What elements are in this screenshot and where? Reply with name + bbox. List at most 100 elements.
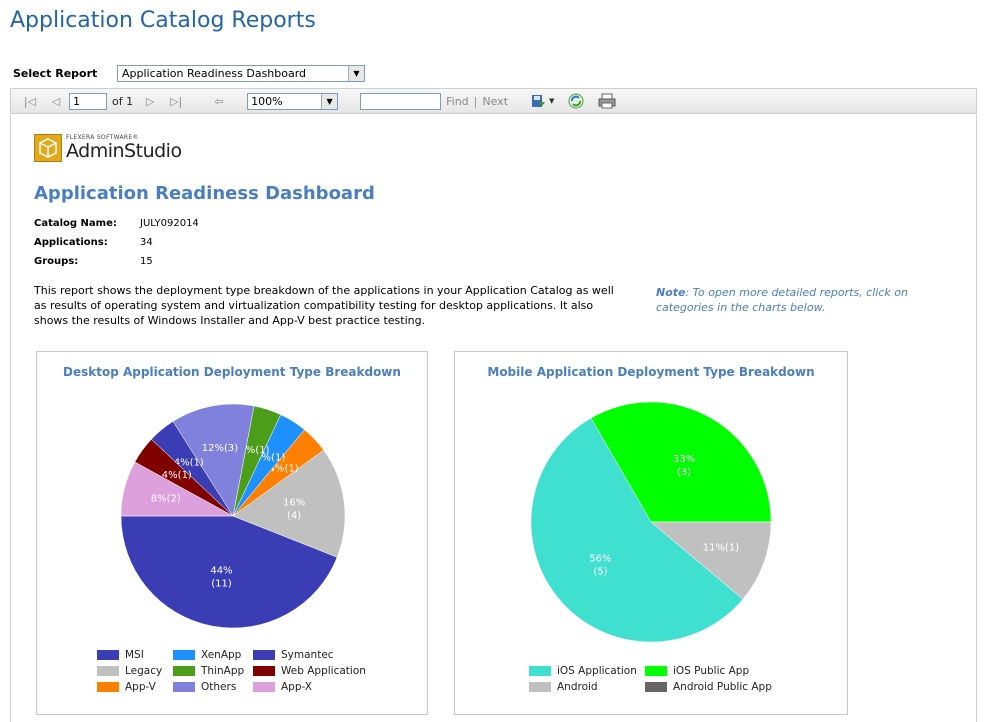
adminstudio-logo: FLEXERA SOFTWARE® AdminStudio [34,134,182,162]
select-report-dropdown[interactable]: Application Readiness Dashboard ▼ [117,64,365,82]
legend-swatch [529,682,551,692]
page-number-input[interactable]: 1 [69,92,107,110]
mobile-deployment-chart: Mobile Application Deployment Type Break… [454,351,848,715]
legend-swatch [173,682,195,692]
info-row: Catalog Name: JULY092014 [34,218,199,237]
pie-data-label: 4%(1) [162,470,192,481]
pie-slice-app-x[interactable] [120,461,234,517]
find-link[interactable]: Find [446,94,469,108]
legend-label: XenApp [201,649,242,661]
find-separator: | [473,94,478,108]
legend-swatch [97,666,119,676]
info-key: Groups: [34,256,79,267]
chart-title: Mobile Application Deployment Type Break… [487,365,815,379]
page-title: Application Catalog Reports [10,8,316,33]
mobile-pie: 33% (3) 56% (5) 11%(1) [530,401,772,643]
info-row: Groups: 15 [34,256,199,275]
legend-item[interactable]: ThinApp [173,665,244,677]
legend-swatch [253,650,275,660]
next-page-icon[interactable]: ▷ [145,94,155,108]
pie-data-label: 16% [283,497,305,508]
next-link[interactable]: Next [482,94,509,108]
export-icon[interactable] [530,93,546,109]
select-report-row: Select Report Application Readiness Dash… [13,64,365,82]
pie-data-label: 4%(1) [174,457,204,468]
legend-item[interactable]: iOS Public App [645,665,749,677]
back-icon[interactable]: ⇦ [214,94,224,108]
chevron-down-icon[interactable]: ▼ [321,93,338,109]
pie-data-count: (3) [677,467,691,478]
legend-swatch [253,682,275,692]
legend-swatch [97,650,119,660]
legend-label: iOS Application [557,665,637,677]
legend-item[interactable]: Android Public App [645,681,772,693]
legend-label: Web Application [281,665,366,677]
legend-swatch [253,666,275,676]
first-page-icon[interactable]: |◁ [23,94,37,108]
pie-slice-ios-public-app[interactable] [590,401,772,523]
legend-item[interactable]: Symantec [253,649,334,661]
pie-data-label: 44% [210,566,232,577]
pie-data-label: 12%(3) [202,443,238,454]
pie-data-label: 8%(2) [151,494,181,505]
legend-label: App-V [125,681,156,693]
desktop-pie: 44%(11)16%(4)4%(1)4%(1)4%(1)12%(3)4%(1)4… [120,403,346,629]
pie-data-label: 33% [673,454,695,465]
info-row: Applications: 34 [34,237,199,256]
pie-slice-legacy[interactable] [232,449,346,558]
note-label: Note [656,286,686,299]
pie-data-count: (11) [211,579,232,590]
legend-item[interactable]: Android [529,681,598,693]
logo-company: FLEXERA SOFTWARE® [66,134,139,141]
legend-item[interactable]: App-X [253,681,312,693]
legend-item[interactable]: Others [173,681,236,693]
legend-swatch [645,682,667,692]
refresh-icon[interactable] [568,93,584,109]
chevron-down-icon[interactable]: ▼ [348,65,364,81]
legend-label: Symantec [281,649,334,661]
legend-item[interactable]: iOS Application [529,665,637,677]
report-note: Note: To open more detailed reports, cli… [656,285,956,315]
legend-label: MSI [125,649,144,661]
logo-product: AdminStudio [66,140,182,162]
desktop-deployment-chart: Desktop Application Deployment Type Brea… [36,351,428,715]
previous-page-icon[interactable]: ◁ [51,94,61,108]
pie-slice-msi[interactable] [120,515,338,629]
info-value: JULY092014 [140,218,199,229]
legend-label: ThinApp [201,665,245,677]
report-title: Application Readiness Dashboard [34,183,375,204]
legend-item[interactable]: MSI [97,649,144,661]
info-value: 34 [140,237,153,248]
pie-slice-others[interactable] [172,403,255,517]
pie-data-label: 56% [589,553,611,564]
legend-item[interactable]: App-V [97,681,156,693]
info-key: Catalog Name: [34,218,117,229]
pie-data-count: (4) [287,510,301,521]
legend-label: Legacy [125,665,163,677]
pie-slice-android[interactable] [650,521,772,600]
legend-item[interactable]: Web Application [253,665,366,677]
zoom-dropdown[interactable]: 100% ▼ [247,92,339,110]
page-count-label: of 1 [112,94,134,108]
legend-label: Android [557,681,598,693]
report-toolbar: |◁ ◁ 1 of 1 ▷ ▷| ⇦ 100% ▼ Find | Next ▼ [10,88,977,114]
info-key: Applications: [34,237,108,248]
last-page-icon[interactable]: ▷| [170,94,183,108]
print-icon[interactable] [598,93,616,109]
pie-data-label: 4%(1) [269,463,299,474]
legend-item[interactable]: Legacy [97,665,162,677]
chevron-down-icon[interactable]: ▼ [549,97,555,105]
legend-label: Android Public App [673,681,772,693]
find-input[interactable] [360,92,442,110]
select-report-label: Select Report [13,66,98,80]
legend-swatch [173,650,195,660]
legend-swatch [645,666,667,676]
zoom-value: 100% [251,94,283,108]
pie-slice-ios-application[interactable] [530,417,744,643]
legend-item[interactable]: XenApp [173,649,241,661]
note-text: : To open more detailed reports, click o… [656,286,908,314]
pie-data-label: 11%(1) [703,542,739,553]
report-viewer: FLEXERA SOFTWARE® AdminStudio Applicatio… [10,115,977,722]
legend-label: App-X [281,681,312,693]
logo-cube-icon [34,134,62,162]
